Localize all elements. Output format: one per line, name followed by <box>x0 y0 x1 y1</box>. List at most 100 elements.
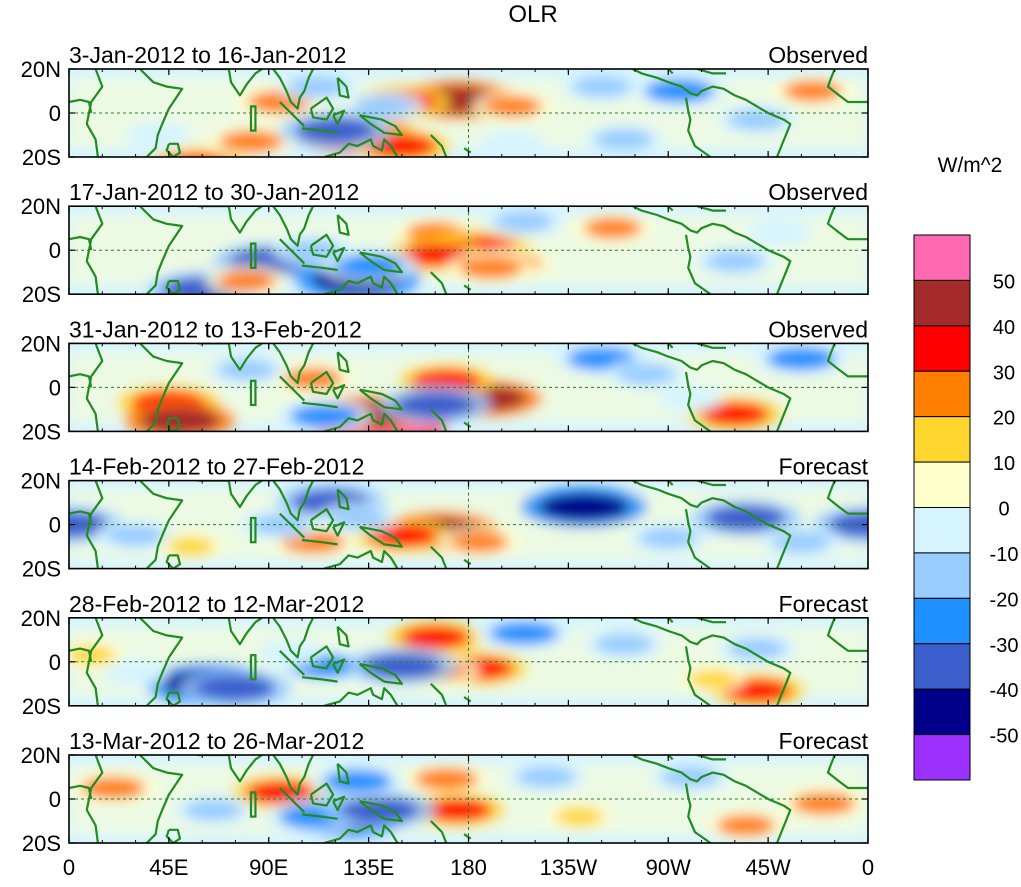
anomaly-blob <box>355 96 414 117</box>
panel-period: 13-Mar-2012 to 26-Mar-2012 <box>69 728 364 754</box>
coastline <box>272 206 315 247</box>
colorbar-label: 50 <box>993 271 1015 293</box>
panel-period: 28-Feb-2012 to 12-Mar-2012 <box>69 591 364 617</box>
y-tick-label: 20S <box>22 145 61 170</box>
region-box <box>249 105 257 132</box>
colorbar-swatch <box>913 234 971 281</box>
y-tick-label: 20S <box>22 419 61 444</box>
colorbar-swatch <box>913 461 971 509</box>
coastline <box>684 783 712 843</box>
anomaly-blob <box>538 493 630 521</box>
y-tick-label: 20N <box>21 469 61 494</box>
panel-label: Forecast <box>779 591 869 617</box>
anomaly-blob <box>766 347 836 371</box>
coastline <box>139 617 184 706</box>
colorbar-swatch <box>913 643 971 690</box>
colorbar-swatch <box>913 507 971 554</box>
coastline <box>272 617 315 659</box>
panel-period: 14-Feb-2012 to 27-Feb-2012 <box>69 454 364 480</box>
coastline <box>309 508 335 533</box>
anomaly-blob <box>555 807 603 826</box>
colorbar-swatch <box>913 325 971 372</box>
coastline <box>463 147 472 154</box>
coastline <box>301 127 338 134</box>
y-tick-label: 20N <box>21 606 61 631</box>
coastline <box>309 645 335 670</box>
coastline <box>684 646 712 706</box>
coastline <box>430 820 448 843</box>
colorbar-swatch <box>913 370 971 418</box>
coastline <box>279 238 306 265</box>
coastline <box>323 824 399 843</box>
anomaly-blob <box>217 270 276 292</box>
coastline <box>430 683 448 706</box>
coastline <box>165 142 182 157</box>
coastline <box>696 206 726 212</box>
coastline <box>359 662 403 685</box>
panel-period: 17-Jan-2012 to 30-Jan-2012 <box>69 179 359 205</box>
region-box <box>249 242 257 269</box>
coastline <box>301 538 338 546</box>
coastline <box>279 512 306 539</box>
coastline <box>69 98 93 114</box>
anomaly-blob <box>644 79 714 103</box>
map-panel: 20N 0 20S 3-Jan-2012 to 16-Jan-2012 Observed <box>21 42 869 170</box>
coastline <box>359 388 403 411</box>
chart-title: OLR <box>508 1 557 28</box>
coastline <box>684 234 712 295</box>
panel-label: Forecast <box>779 728 869 754</box>
panel-label: Observed <box>768 179 868 205</box>
coastline <box>332 795 346 812</box>
coastline <box>85 343 104 432</box>
coastline <box>332 384 346 400</box>
anomaly-blob <box>395 392 476 418</box>
anomaly-blob <box>517 766 576 788</box>
anomaly-blob <box>422 798 492 822</box>
coastline <box>826 206 868 241</box>
anomaly-blob <box>414 768 479 791</box>
coastline <box>463 421 472 428</box>
anomaly-blob <box>339 797 420 823</box>
coastline <box>69 373 93 388</box>
coastline <box>301 813 338 820</box>
coastline <box>309 370 335 396</box>
coastline <box>332 109 346 126</box>
anomaly-blob <box>572 76 631 97</box>
colorbar-units: W/m^2 <box>938 154 1003 177</box>
coastline <box>323 549 399 569</box>
coastline <box>336 625 350 648</box>
coastline <box>826 617 868 652</box>
coastline <box>359 251 403 274</box>
colorbar-swatch <box>913 279 971 327</box>
anomaly-blob <box>217 359 276 381</box>
coastline <box>696 343 726 349</box>
coastline <box>336 214 350 236</box>
map-panel: 20N 0 20S 17-Jan-2012 to 30-Jan-2012 Observe… <box>21 179 869 307</box>
coastline <box>69 235 93 251</box>
coastline <box>826 755 868 790</box>
coastline <box>632 343 792 432</box>
coastline <box>323 275 399 295</box>
anomaly-blob <box>323 769 393 794</box>
coastline <box>696 617 726 624</box>
anomaly-blob <box>494 211 553 233</box>
coastlines <box>69 343 868 432</box>
coastline <box>332 658 346 674</box>
colorbar-label: 10 <box>993 453 1015 475</box>
anomaly-blob <box>219 130 283 153</box>
x-tick-label: 45W <box>746 855 791 880</box>
map-panel: 20N 0 20S 14-Feb-2012 to 27-Feb-2012 Forecas… <box>21 454 869 582</box>
coastline <box>165 828 182 843</box>
anomaly-blob <box>489 621 559 645</box>
coastline <box>139 480 184 569</box>
coastline <box>85 69 104 157</box>
y-tick-label: 0 <box>49 650 61 675</box>
anomaly-blob <box>728 638 787 659</box>
panel-period: 3-Jan-2012 to 16-Jan-2012 <box>69 42 346 68</box>
coastline <box>430 545 448 569</box>
coastline <box>197 206 263 234</box>
coastline <box>139 343 184 432</box>
y-tick-label: 0 <box>49 238 61 263</box>
anomaly-blob <box>367 524 437 548</box>
